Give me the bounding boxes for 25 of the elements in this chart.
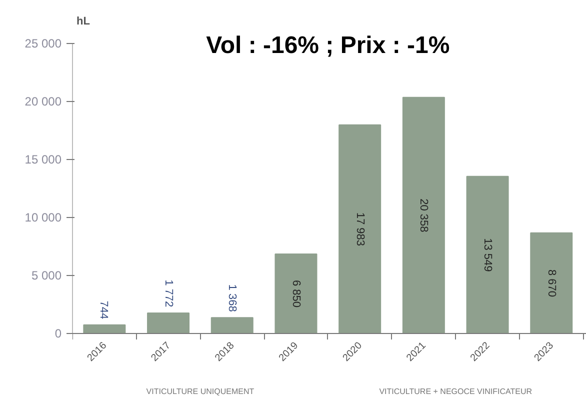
data-label: 1 368 — [226, 284, 238, 312]
chart-title: Vol : -16% ; Prix : -1% — [206, 32, 450, 59]
bar — [466, 176, 509, 334]
data-label: 6 850 — [290, 280, 302, 308]
text: VITICULTURE + NEGOCE VINIFICATEUR — [379, 387, 532, 396]
bar — [530, 232, 573, 334]
y-tick-label: 0 — [54, 326, 62, 340]
text: VITICULTURE UNIQUEMENT — [146, 387, 254, 396]
y-tick-label: 5 000 — [31, 268, 62, 282]
data-label: 13 549 — [482, 238, 494, 272]
y-axis-title: hL — [76, 16, 90, 28]
bar — [402, 96, 445, 334]
bar — [274, 254, 318, 334]
bar — [338, 124, 382, 334]
data-label: 20 358 — [418, 198, 430, 232]
data-label: 744 — [97, 300, 110, 320]
data-label: 8 670 — [545, 269, 558, 297]
y-tick-label: 10 000 — [24, 210, 62, 224]
y-tick-label: 15 000 — [24, 152, 62, 166]
data-label: 1 772 — [162, 280, 174, 308]
data-label: 17 983 — [354, 212, 366, 246]
y-tick-label: 25 000 — [24, 36, 62, 50]
bar — [210, 317, 254, 334]
y-tick-label: 20 000 — [24, 94, 62, 108]
bar — [147, 312, 190, 334]
